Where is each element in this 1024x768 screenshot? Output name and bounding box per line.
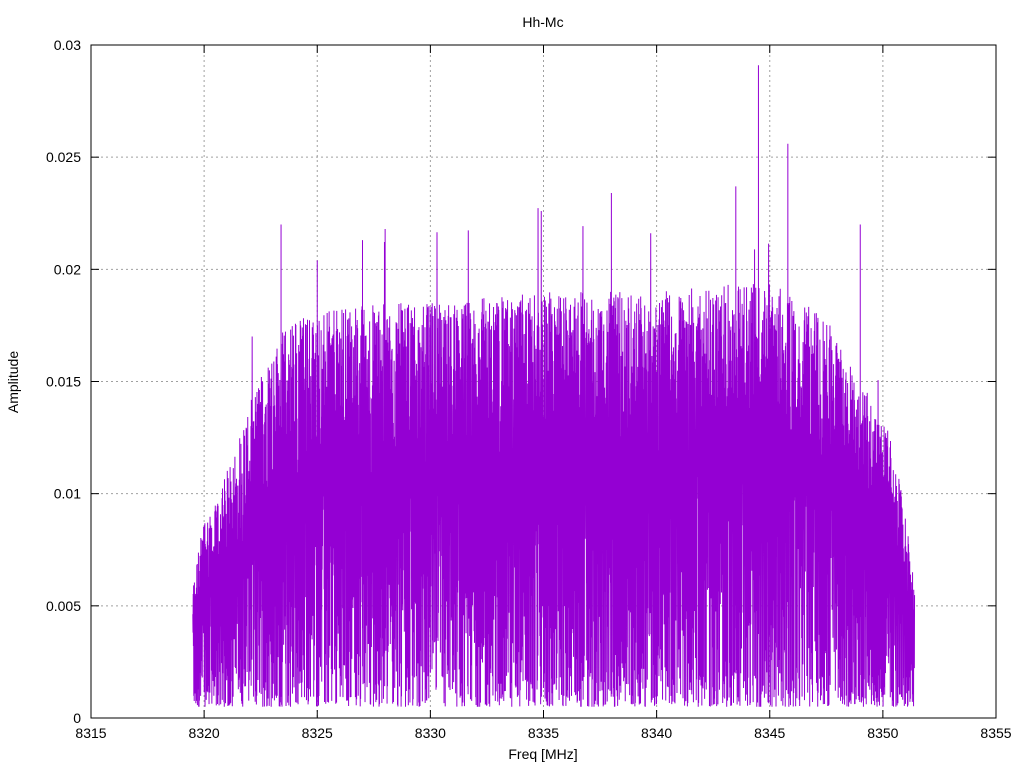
y-tick-label: 0 bbox=[73, 710, 81, 726]
x-tick-label: 8340 bbox=[641, 725, 672, 741]
x-tick-label: 8320 bbox=[189, 725, 220, 741]
y-tick-labels: 0 0.005 0.01 0.015 0.02 0.025 0.03 bbox=[46, 37, 81, 726]
amplitude-trace bbox=[192, 65, 916, 707]
x-tick-label: 8325 bbox=[302, 725, 333, 741]
x-tick-label: 8330 bbox=[415, 725, 446, 741]
y-tick-label: 0.015 bbox=[46, 374, 81, 390]
series-line bbox=[192, 65, 916, 707]
x-tick-label: 8350 bbox=[867, 725, 898, 741]
x-tick-label: 8335 bbox=[528, 725, 559, 741]
y-tick-label: 0.01 bbox=[54, 486, 81, 502]
x-tick-labels: 8315 8320 8325 8330 8335 8340 8345 8350 8355 bbox=[75, 725, 1011, 741]
y-tick-label: 0.005 bbox=[46, 598, 81, 614]
x-axis-label: Freq [MHz] bbox=[508, 746, 577, 762]
y-tick-label: 0.02 bbox=[54, 261, 81, 277]
chart-title: Hh-Mc bbox=[522, 14, 563, 30]
y-tick-label: 0.025 bbox=[46, 149, 81, 165]
x-tick-label: 8345 bbox=[754, 725, 785, 741]
x-tick-label: 8355 bbox=[980, 725, 1011, 741]
x-tick-label: 8315 bbox=[75, 725, 106, 741]
y-axis-label: Amplitude bbox=[5, 351, 21, 413]
axis-ticks bbox=[90, 44, 997, 719]
y-tick-label: 0.03 bbox=[54, 37, 81, 53]
